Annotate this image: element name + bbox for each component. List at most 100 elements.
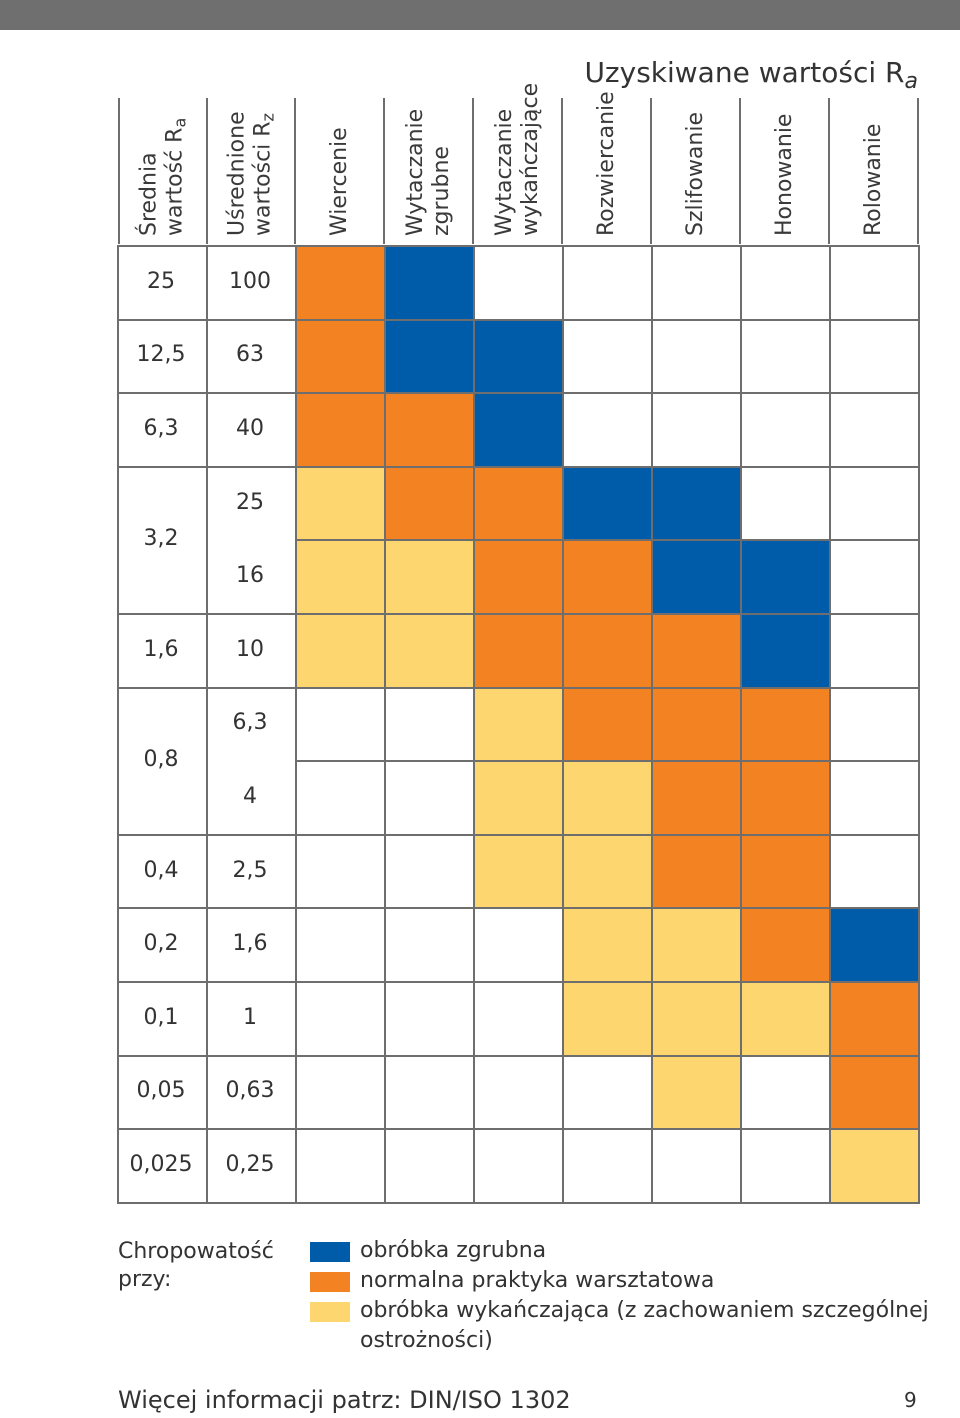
process-cell (563, 393, 652, 467)
process-cell (385, 687, 474, 762)
process-cell (474, 540, 563, 614)
ra-value: 1,6 (143, 636, 179, 662)
process-cell (830, 982, 919, 1056)
process-cell (652, 687, 741, 762)
rz-value: 100 (229, 268, 271, 294)
process-cell (830, 687, 919, 762)
process-cell (296, 687, 385, 762)
ra-value: 0,2 (143, 931, 179, 957)
process-cell (563, 1129, 652, 1203)
ra-value: 25 (147, 268, 175, 294)
column-header: Wytaczanie zgrubne (385, 98, 474, 244)
column-header: Wiercenie (296, 98, 385, 244)
process-cell (741, 908, 830, 982)
process-cell (741, 319, 830, 394)
process-cell (296, 1129, 385, 1203)
rz-merge-mask (208, 760, 295, 763)
rz-value: 16 (236, 563, 264, 589)
roughness-table: 25 12,5 6,3 3,2 1,6 0,8 0,4 0,2 0,1 0,05 0,025 100 6… (117, 245, 920, 1204)
process-cell (385, 1129, 474, 1203)
process-cell (741, 982, 830, 1056)
rz-value: 6,3 (232, 710, 268, 736)
process-cell (563, 834, 652, 909)
process-cell (830, 319, 919, 394)
process-cell (830, 834, 919, 909)
process-cell (741, 687, 830, 762)
column-header: Rolowanie (830, 98, 919, 244)
column-header: Wytaczanie wykańczające (474, 83, 563, 244)
process-cell (830, 393, 919, 467)
grid-line (206, 539, 920, 542)
process-cell (741, 466, 830, 541)
process-cell (563, 982, 652, 1056)
process-cell (296, 246, 385, 320)
process-cell (563, 761, 652, 835)
grid-line (117, 392, 920, 395)
title-text: Uzyskiwane wartości R (584, 56, 905, 89)
column-header: Średnia wartość Ra (118, 98, 208, 244)
legend-swatch (310, 1302, 350, 1322)
process-cell (741, 1055, 830, 1130)
process-cell (830, 908, 919, 982)
rz-value: 1 (243, 1004, 257, 1030)
grid-line (562, 246, 564, 1204)
process-cell (652, 982, 741, 1056)
rz-value: 0,25 (225, 1152, 275, 1177)
process-cell (830, 466, 919, 541)
process-cell (296, 908, 385, 982)
process-cell (741, 834, 830, 909)
process-cell (385, 1055, 474, 1130)
top-bar (0, 0, 960, 30)
process-cell (385, 761, 474, 835)
process-cell (652, 834, 741, 909)
grid-line (117, 613, 920, 615)
column-header: Szlifowanie (652, 98, 741, 244)
grid-line (918, 246, 920, 1204)
process-cell (741, 761, 830, 835)
process-cell (474, 319, 563, 394)
process-cell (474, 246, 563, 320)
rz-value: 63 (236, 342, 264, 368)
grid-line (740, 246, 742, 1204)
legend-label: obróbka wykańczająca (z zachowaniem szcz… (360, 1298, 929, 1323)
process-cell (296, 834, 385, 909)
process-cell (296, 319, 385, 394)
grid-line (117, 318, 920, 321)
legend-swatch (310, 1272, 350, 1292)
process-cell (385, 319, 474, 394)
process-cell (830, 761, 919, 835)
process-cell (385, 614, 474, 688)
process-cell (474, 982, 563, 1056)
process-cell (296, 1055, 385, 1130)
process-cell (563, 908, 652, 982)
legend-label: obróbka zgrubna (360, 1238, 547, 1263)
grid-line (117, 1054, 920, 1057)
footer-note: Więcej informacji patrz: DIN/ISO 1302 (118, 1386, 571, 1414)
process-cell (563, 1055, 652, 1130)
ra-value: 12,5 (136, 342, 186, 368)
process-cell (652, 761, 741, 835)
process-cell (296, 466, 385, 541)
legend-swatch (310, 1242, 350, 1262)
column-header: Uśrednione wartości Rz (207, 98, 296, 244)
rz-value: 25 (236, 489, 264, 515)
chart-title: Uzyskiwane wartości Ra (540, 56, 918, 94)
process-cell (474, 1055, 563, 1130)
rz-value: 4 (243, 784, 257, 809)
grid-line (117, 1201, 920, 1204)
legend-label: normalna praktyka warsztatowa (360, 1268, 715, 1293)
process-cell (652, 466, 741, 541)
process-cell (563, 540, 652, 614)
process-cell (830, 614, 919, 688)
process-cell (652, 1129, 741, 1203)
process-cell (385, 393, 474, 467)
ra-value: 0,4 (143, 857, 179, 883)
process-cell (385, 466, 474, 541)
rz-value: 10 (236, 636, 264, 662)
process-cell (741, 614, 830, 688)
grid-line (651, 246, 653, 1204)
ra-value: 0,05 (136, 1078, 186, 1104)
process-cell (474, 908, 563, 982)
ra-value: 0,8 (143, 747, 179, 773)
process-cell (652, 393, 741, 467)
